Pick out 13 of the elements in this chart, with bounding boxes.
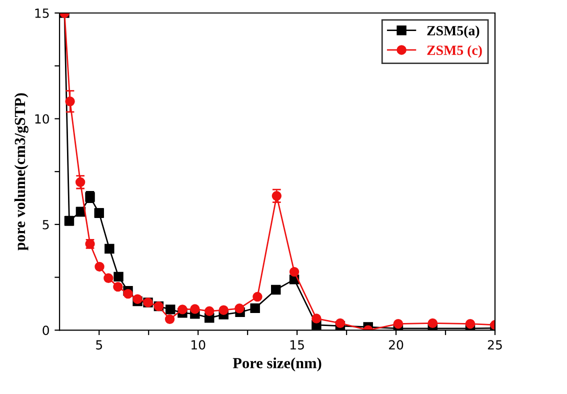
x-tick-label: 20 — [388, 340, 404, 350]
x-tick-label: 5 — [96, 340, 102, 350]
x-tick-label: 25 — [488, 340, 502, 350]
x-tick-label: 10 — [192, 340, 206, 350]
y-axis-title: pore volume(cm3/gSTP) — [14, 93, 28, 250]
y-tick-label: 0 — [42, 326, 49, 336]
x-tick-label: 15 — [290, 340, 304, 350]
y-tick-label: 10 — [35, 114, 49, 124]
x-axis-title: Pore size(nm) — [232, 358, 322, 372]
legend-label: ZSM5 (c) — [427, 45, 482, 58]
legend-label: ZSM5(a) — [427, 26, 480, 38]
y-tick-label: 15 — [35, 8, 49, 18]
y-tick-label: 5 — [42, 220, 49, 230]
